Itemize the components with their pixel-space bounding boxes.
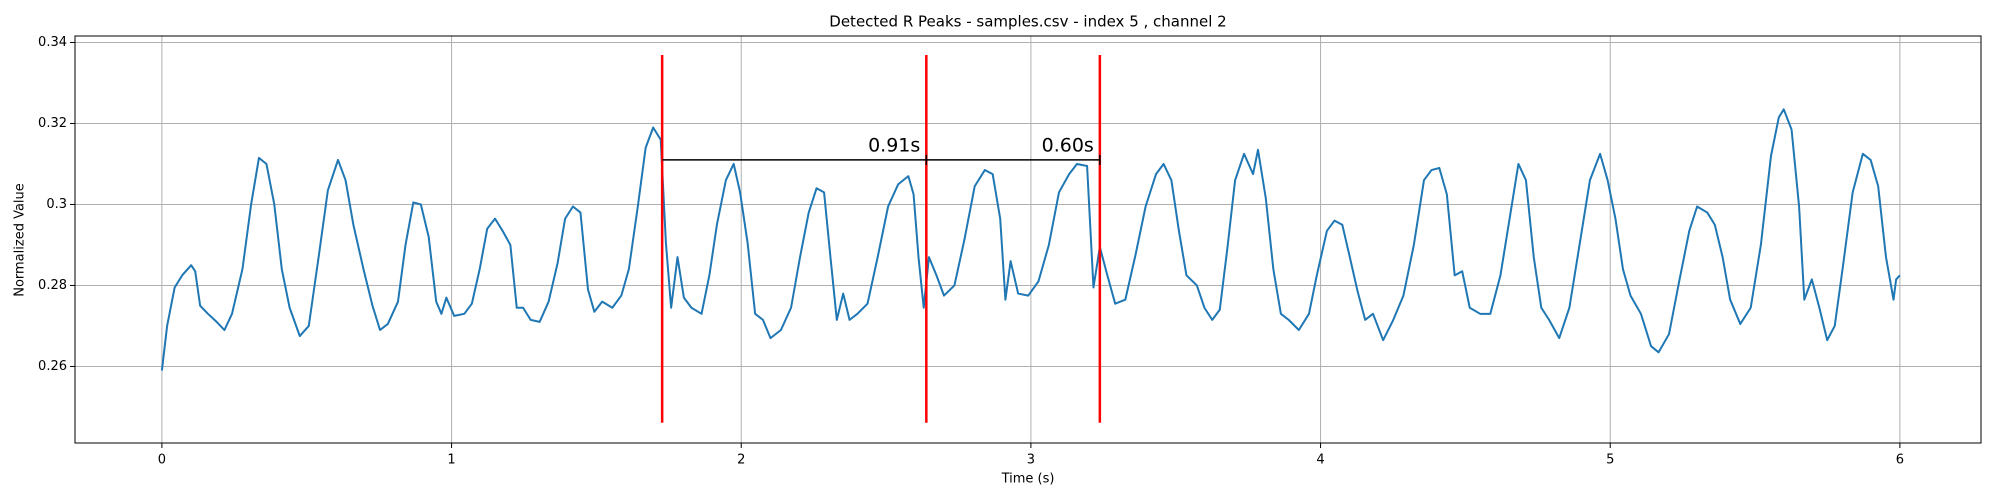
signal-line	[160, 108, 1901, 371]
interval-label: 0.60s	[1042, 134, 1094, 156]
y-tick-label: 0.26	[38, 359, 67, 374]
chart-title: Detected R Peaks - samples.csv - index 5…	[829, 13, 1226, 31]
x-tick-label: 2	[737, 453, 745, 468]
interval-label: 0.91s	[868, 134, 920, 156]
y-axis-label: Normalized Value	[13, 183, 28, 297]
x-axis-label: Time (s)	[1001, 472, 1055, 487]
y-tick-label: 0.3	[46, 197, 67, 212]
x-tick-label: 3	[1027, 453, 1035, 468]
y-tick-label: 0.32	[38, 116, 67, 131]
x-tick-label: 6	[1896, 453, 1904, 468]
y-tick-label: 0.34	[38, 35, 67, 50]
plot-frame	[74, 35, 1982, 444]
x-tick-label: 1	[447, 453, 455, 468]
y-tick-label: 0.28	[38, 278, 67, 293]
x-tick-label: 4	[1316, 453, 1324, 468]
x-tick-label: 5	[1606, 453, 1614, 468]
x-tick-label: 0	[158, 453, 166, 468]
